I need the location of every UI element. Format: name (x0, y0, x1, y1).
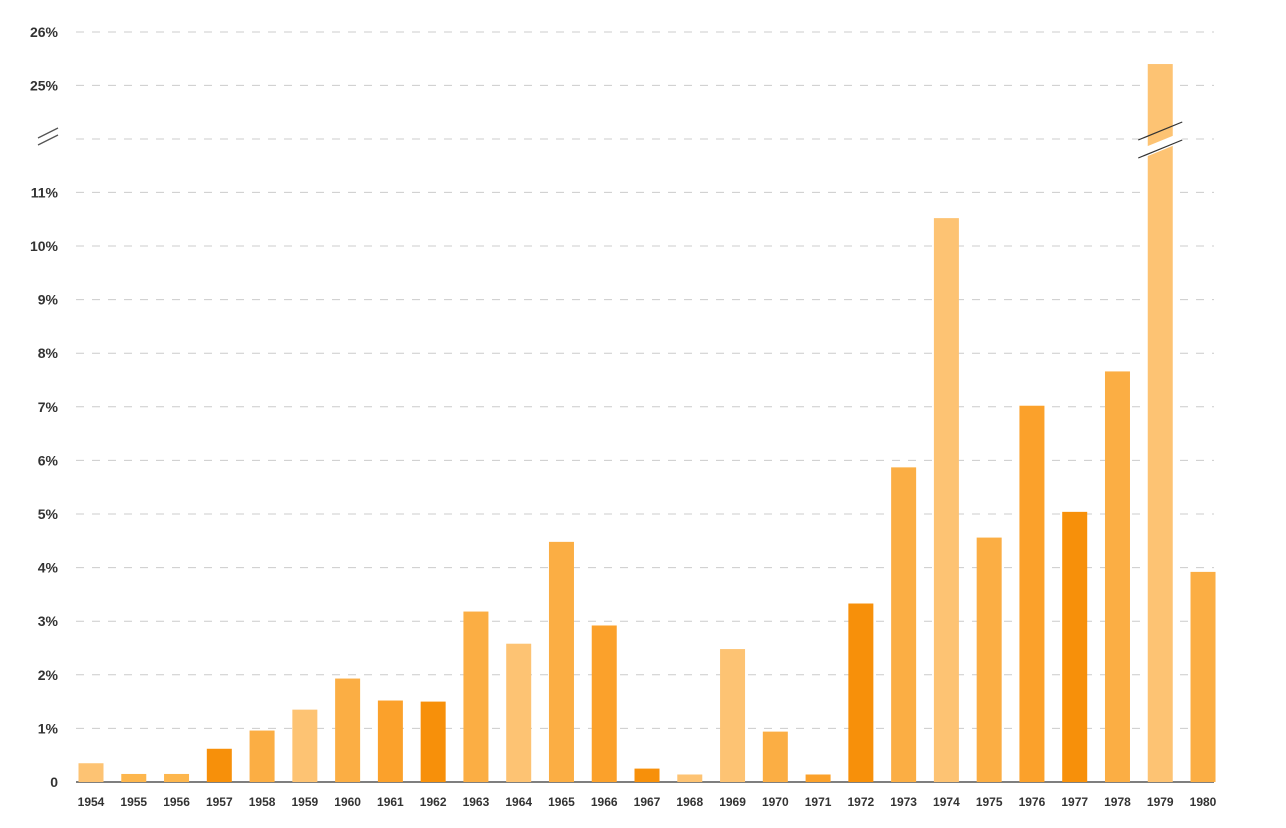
x-axis-ticks: 1954 1955 1956 1957 1958 1959 1960 1961 1962 1963… (78, 795, 1217, 809)
bar (420, 701, 446, 782)
x-tick-label: 1973 (890, 795, 917, 809)
axis-breaks (37, 121, 1183, 160)
bar-break-line (1138, 121, 1183, 141)
bar (121, 773, 147, 782)
x-tick-label: 1968 (676, 795, 703, 809)
y-axis-ticks: 0 1% 2% 3% 4% 5% 6% 7% 8% 9% 10% 11% 25% 26% (30, 24, 59, 790)
x-tick-label: 1958 (249, 795, 276, 809)
bar (634, 768, 660, 782)
y-tick-label: 6% (38, 452, 59, 468)
bar (1019, 405, 1045, 782)
y-tick-label: 4% (38, 560, 59, 576)
bar (591, 625, 617, 782)
bar (506, 643, 532, 782)
x-tick-label: 1979 (1147, 795, 1174, 809)
bar-break-line (1138, 139, 1183, 159)
bar (377, 700, 403, 782)
x-tick-label: 1963 (463, 795, 490, 809)
x-tick-label: 1962 (420, 795, 447, 809)
bar (933, 218, 959, 783)
y-tick-label: 10% (30, 238, 59, 254)
x-tick-label: 1975 (976, 795, 1003, 809)
y-tick-label: 2% (38, 667, 59, 683)
y-tick-label: 11% (31, 184, 59, 200)
x-tick-label: 1967 (634, 795, 661, 809)
bar (1190, 571, 1216, 782)
bar (848, 603, 874, 782)
x-tick-label: 1971 (805, 795, 832, 809)
bar (677, 774, 703, 782)
x-tick-label: 1977 (1061, 795, 1088, 809)
bar (292, 709, 318, 782)
bar (548, 541, 574, 782)
bar (335, 678, 361, 782)
bar (463, 611, 489, 782)
y-tick-label: 25% (30, 77, 59, 93)
y-tick-label: 7% (38, 399, 59, 415)
x-tick-label: 1970 (762, 795, 789, 809)
bar (1147, 64, 1173, 783)
x-tick-label: 1956 (163, 795, 190, 809)
bar (1062, 511, 1088, 782)
bar (206, 748, 232, 782)
y-tick-label: 1% (38, 720, 59, 736)
y-tick-label: 9% (38, 292, 59, 308)
x-tick-label: 1954 (78, 795, 105, 809)
bar (1104, 371, 1130, 782)
bar (891, 467, 917, 782)
bar (720, 649, 746, 782)
y-tick-label: 8% (38, 345, 59, 361)
y-axis-break-mark (37, 127, 59, 139)
y-axis-break-mark (37, 134, 59, 146)
x-tick-label: 1974 (933, 795, 960, 809)
y-tick-label: 3% (38, 613, 59, 629)
x-tick-label: 1976 (1019, 795, 1046, 809)
x-tick-label: 1965 (548, 795, 575, 809)
y-tick-label: 5% (38, 506, 59, 522)
bars (78, 64, 1216, 783)
x-tick-label: 1957 (206, 795, 233, 809)
x-tick-label: 1964 (505, 795, 532, 809)
bar (249, 730, 275, 782)
bar (78, 763, 104, 782)
x-tick-label: 1960 (334, 795, 361, 809)
x-tick-label: 1969 (719, 795, 746, 809)
y-tick-label: 26% (30, 24, 59, 40)
bar (164, 773, 190, 782)
x-tick-label: 1978 (1104, 795, 1131, 809)
x-tick-label: 1961 (377, 795, 404, 809)
y-tick-label: 0 (50, 774, 58, 790)
bar (805, 774, 831, 782)
bar (976, 537, 1002, 782)
x-tick-label: 1966 (591, 795, 618, 809)
bar (762, 731, 788, 782)
x-tick-label: 1972 (848, 795, 875, 809)
x-tick-label: 1955 (120, 795, 147, 809)
x-tick-label: 1980 (1190, 795, 1217, 809)
x-tick-label: 1959 (291, 795, 318, 809)
